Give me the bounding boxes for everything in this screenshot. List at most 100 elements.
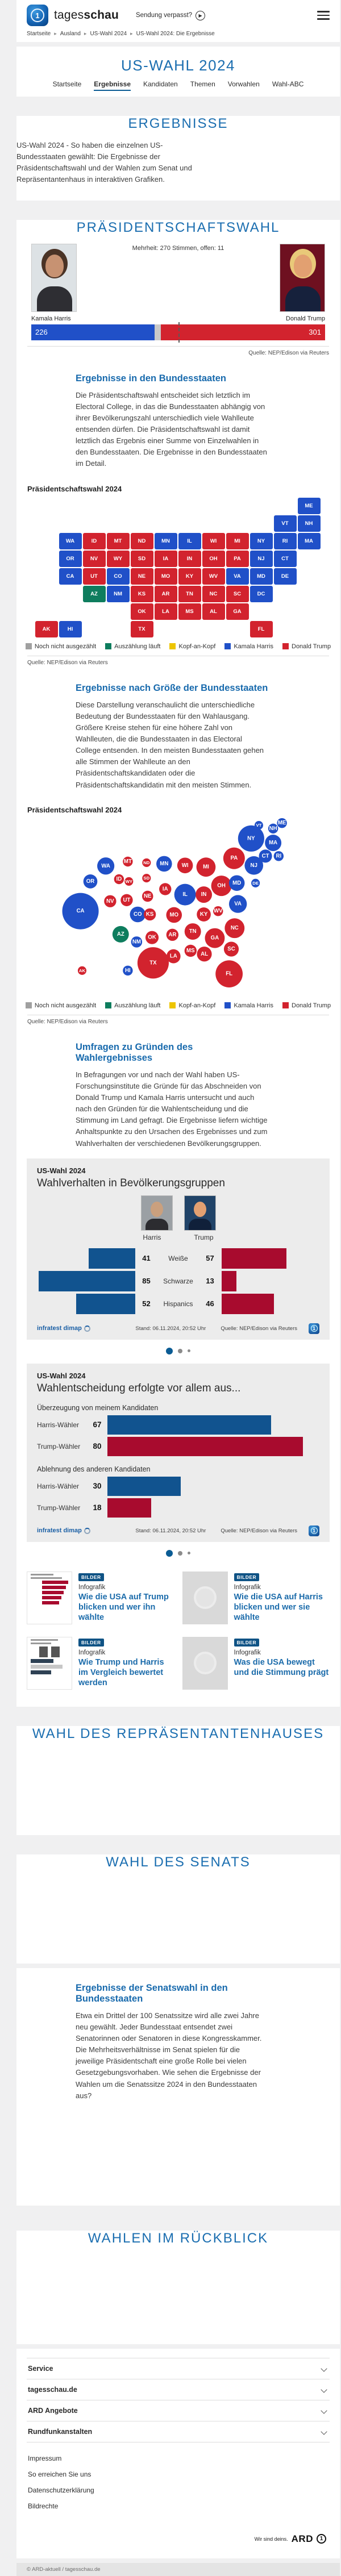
state-tile-WA[interactable]: WA: [59, 532, 82, 549]
state-tile-CT[interactable]: CT: [273, 550, 297, 567]
teaser-item[interactable]: BILDER Infografik Wie die USA auf Harris b…: [182, 1571, 330, 1624]
teaser-item[interactable]: BILDER Infografik Wie Trump und Harris im …: [27, 1636, 174, 1690]
carousel-dot[interactable]: [166, 1549, 173, 1557]
state-bubble-NH[interactable]: NH: [268, 823, 278, 833]
state-bubble-NM[interactable]: NM: [131, 936, 142, 948]
state-tile-IN[interactable]: IN: [178, 550, 201, 567]
state-bubble-MT[interactable]: MT: [122, 856, 133, 866]
footer-link[interactable]: Impressum: [28, 2454, 62, 2462]
state-bubble-MS[interactable]: MS: [184, 944, 197, 957]
state-tile-RI[interactable]: RI: [273, 532, 297, 549]
state-bubble-TN[interactable]: TN: [184, 923, 201, 940]
state-bubble-AK[interactable]: AK: [77, 966, 86, 975]
state-bubble-WV[interactable]: WV: [213, 906, 223, 916]
breadcrumb-item[interactable]: US-Wahl 2024: [90, 31, 127, 37]
state-tile-WI[interactable]: WI: [202, 532, 225, 549]
state-tile-TN[interactable]: TN: [178, 585, 201, 602]
teaser-title[interactable]: Was die USA bewegt und die Stimmung präg…: [234, 1657, 329, 1677]
tagesschau-wordmark[interactable]: tagesschau: [54, 9, 119, 22]
state-tile-CA[interactable]: CA: [59, 568, 82, 585]
state-bubble-IL[interactable]: IL: [174, 883, 196, 906]
state-bubble-IA[interactable]: IA: [159, 882, 171, 895]
state-bubble-WA[interactable]: WA: [97, 857, 114, 875]
breadcrumb-item[interactable]: Startseite: [27, 31, 51, 37]
state-bubble-DE[interactable]: DE: [251, 878, 260, 887]
state-tile-OR[interactable]: OR: [59, 550, 82, 567]
state-tile-MD[interactable]: MD: [249, 568, 273, 585]
state-tile-MA[interactable]: MA: [297, 532, 321, 549]
state-bubble-VT[interactable]: VT: [254, 820, 263, 830]
state-tile-OK[interactable]: OK: [130, 603, 153, 620]
teaser-title[interactable]: Wie die USA auf Trump blicken und wer ih…: [78, 1592, 169, 1622]
state-bubble-GA[interactable]: GA: [205, 928, 224, 948]
state-bubble-OH[interactable]: OH: [211, 875, 232, 896]
state-tile-KS[interactable]: KS: [130, 585, 153, 602]
state-tile-AR[interactable]: AR: [154, 585, 177, 602]
state-bubble-CT[interactable]: CT: [259, 849, 272, 863]
state-tile-OH[interactable]: OH: [202, 550, 225, 567]
state-bubble-MA[interactable]: MA: [264, 834, 281, 851]
state-tile-PA[interactable]: PA: [226, 550, 249, 567]
hamburger-menu-icon[interactable]: [317, 9, 330, 22]
state-tile-NJ[interactable]: NJ: [249, 550, 273, 567]
state-bubble-AZ[interactable]: AZ: [112, 926, 129, 943]
carousel-dot[interactable]: [188, 1349, 190, 1353]
state-bubble-RI[interactable]: RI: [273, 851, 284, 861]
state-tile-WV[interactable]: WV: [202, 568, 225, 585]
teaser-item[interactable]: BILDER Infografik Wie die USA auf Trump bl…: [27, 1571, 174, 1624]
state-tile-IL[interactable]: IL: [178, 532, 201, 549]
state-bubble-ID[interactable]: ID: [114, 874, 124, 884]
state-tile-VT[interactable]: VT: [273, 515, 297, 532]
state-tile-NY[interactable]: NY: [249, 532, 273, 549]
tab-themen[interactable]: Themen: [190, 80, 215, 88]
state-bubble-MN[interactable]: MN: [156, 856, 172, 872]
state-tile-WY[interactable]: WY: [106, 550, 130, 567]
tab-kandidaten[interactable]: Kandidaten: [143, 80, 178, 88]
state-tile-ME[interactable]: ME: [297, 497, 321, 514]
state-bubble-WI[interactable]: WI: [177, 857, 193, 873]
state-tile-NC[interactable]: NC: [202, 585, 225, 602]
state-tile-MI[interactable]: MI: [226, 532, 249, 549]
state-tile-NV[interactable]: NV: [82, 550, 106, 567]
footer-link[interactable]: Datenschutzerklärung: [28, 2486, 94, 2494]
tagesschau-logo-icon[interactable]: 1: [27, 5, 48, 26]
state-bubble-OK[interactable]: OK: [145, 931, 159, 944]
state-tile-KY[interactable]: KY: [178, 568, 201, 585]
state-tile-CO[interactable]: CO: [106, 568, 130, 585]
state-tile-FL[interactable]: FL: [249, 620, 273, 637]
carousel-dot[interactable]: [178, 1550, 182, 1556]
state-tile-SC[interactable]: SC: [226, 585, 249, 602]
state-bubble-ME[interactable]: ME: [276, 818, 287, 828]
state-bubble-MI[interactable]: MI: [196, 857, 215, 877]
state-tile-DC[interactable]: DC: [249, 585, 273, 602]
state-bubble-AR[interactable]: AR: [166, 928, 178, 941]
footer-link[interactable]: So erreichen Sie uns: [28, 2470, 92, 2478]
accordion-row-rundfunkanstalten[interactable]: Rundfunkanstalten: [27, 2420, 330, 2442]
accordion-row-ardangebote[interactable]: ARD Angebote: [27, 2399, 330, 2421]
state-bubble-MD[interactable]: MD: [228, 875, 244, 891]
missed-show-link[interactable]: Sendung verpasst? ▶: [136, 10, 206, 20]
state-tile-AK[interactable]: AK: [35, 620, 58, 637]
state-bubble-MO[interactable]: MO: [165, 907, 182, 923]
electoral-college-bar[interactable]: 226 301: [31, 322, 325, 343]
state-tile-NM[interactable]: NM: [106, 585, 130, 602]
state-tile-HI[interactable]: HI: [59, 620, 82, 637]
carousel-dot[interactable]: [178, 1348, 182, 1353]
state-tile-AZ[interactable]: AZ: [82, 585, 106, 602]
state-bubble-NE[interactable]: NE: [142, 890, 153, 902]
breadcrumb-item[interactable]: Ausland: [60, 31, 81, 37]
state-tile-UT[interactable]: UT: [82, 568, 106, 585]
teaser-title[interactable]: Wie die USA auf Harris blicken und wer s…: [234, 1592, 323, 1622]
state-bubble-HI[interactable]: HI: [122, 965, 133, 976]
state-bubble-OR[interactable]: OR: [83, 874, 97, 889]
teaser-title[interactable]: Wie Trump und Harris im Vergleich bewert…: [78, 1657, 164, 1687]
state-bubble-NC[interactable]: NC: [224, 918, 244, 938]
state-bubble-NV[interactable]: NV: [103, 895, 117, 907]
state-tile-MS[interactable]: MS: [178, 603, 201, 620]
state-tile-NE[interactable]: NE: [130, 568, 153, 585]
footer-link[interactable]: Bildrechte: [28, 2502, 59, 2510]
state-bubble-CA[interactable]: CA: [62, 893, 99, 929]
state-tile-SD[interactable]: SD: [130, 550, 153, 567]
state-bubble-KY[interactable]: KY: [196, 907, 211, 922]
state-bubble-PA[interactable]: PA: [223, 847, 245, 869]
